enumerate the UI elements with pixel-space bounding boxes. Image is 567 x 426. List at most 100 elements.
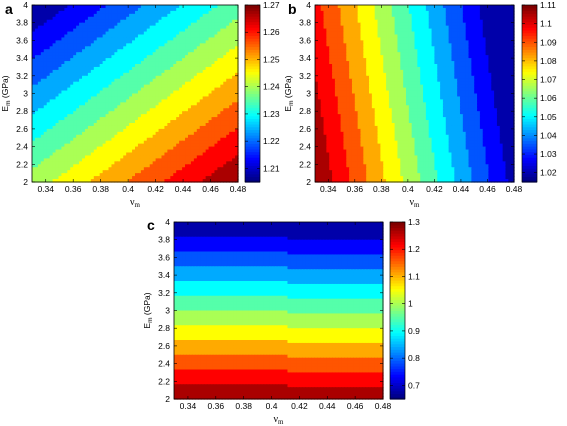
contour-cell bbox=[93, 5, 98, 9]
contour-cell bbox=[223, 81, 227, 86]
contour-cell bbox=[105, 128, 110, 133]
contour-cell bbox=[176, 84, 180, 89]
contour-cell bbox=[374, 22, 379, 27]
contour-cell bbox=[140, 7, 145, 12]
contour-cell bbox=[315, 7, 319, 12]
contour-cell bbox=[199, 13, 204, 18]
contour-cell bbox=[173, 125, 177, 130]
contour-cell bbox=[149, 66, 154, 71]
contour-cell bbox=[120, 25, 124, 30]
contour-cell bbox=[226, 31, 230, 36]
contour-cell bbox=[149, 69, 154, 74]
contour-cell bbox=[52, 128, 57, 133]
contour-cell bbox=[343, 16, 347, 21]
contour-cell bbox=[61, 164, 65, 168]
contour-cell bbox=[43, 173, 48, 177]
contour-cell bbox=[182, 146, 186, 151]
contour-cell bbox=[179, 90, 183, 95]
contour-cell bbox=[132, 5, 136, 9]
contour-cell bbox=[49, 40, 54, 44]
contour-cell bbox=[96, 164, 101, 168]
contour-cell bbox=[129, 152, 133, 157]
contour-cell bbox=[79, 61, 83, 65]
contour-cell bbox=[185, 140, 189, 145]
contour-cell bbox=[117, 46, 121, 50]
contour-cell bbox=[143, 69, 148, 74]
contour-cell bbox=[143, 37, 148, 41]
contour-cell bbox=[58, 179, 63, 183]
contour-cell bbox=[158, 99, 163, 103]
contour-cell bbox=[40, 111, 45, 115]
contour-cell bbox=[232, 155, 236, 159]
contour-cell bbox=[485, 10, 490, 15]
contour-cell bbox=[135, 105, 139, 109]
contour-cell bbox=[187, 99, 192, 103]
contour-cell bbox=[67, 19, 71, 24]
contour-cell bbox=[173, 61, 177, 65]
contour-cell bbox=[84, 128, 89, 133]
contour-cell bbox=[388, 22, 393, 27]
contour-cell bbox=[90, 137, 95, 142]
contour-cell bbox=[383, 25, 387, 30]
contour-cell bbox=[196, 34, 201, 39]
contour-cell bbox=[320, 7, 325, 12]
contour-cell bbox=[108, 111, 113, 115]
contour-cell bbox=[79, 58, 83, 62]
contour-cell bbox=[137, 149, 142, 154]
contour-cell bbox=[454, 7, 458, 12]
contour-cell bbox=[202, 10, 207, 15]
contour-cell bbox=[67, 123, 71, 127]
contour-cell bbox=[55, 34, 60, 39]
contour-cell bbox=[173, 16, 177, 21]
colorbar-segment bbox=[245, 43, 260, 48]
contour-cell bbox=[202, 143, 207, 148]
contour-cell bbox=[46, 137, 51, 142]
contour-cell bbox=[99, 158, 104, 162]
contour-cell bbox=[199, 5, 204, 9]
contour-cell bbox=[32, 114, 36, 118]
contour-cell bbox=[193, 34, 198, 39]
contour-cell bbox=[208, 155, 213, 159]
contour-cell bbox=[158, 143, 163, 148]
contour-cell bbox=[143, 72, 148, 77]
contour-cell bbox=[108, 99, 113, 103]
contour-cell bbox=[226, 72, 230, 77]
contour-cell bbox=[317, 13, 322, 18]
contour-cell bbox=[132, 128, 136, 133]
contour-cell bbox=[214, 176, 218, 180]
contour-cell bbox=[123, 131, 127, 136]
contour-cell bbox=[108, 40, 113, 44]
contour-cell bbox=[49, 111, 54, 115]
contour-cell bbox=[217, 37, 221, 41]
contour-cell bbox=[117, 31, 121, 36]
contour-cell bbox=[167, 22, 171, 27]
contour-cell bbox=[152, 75, 157, 80]
contour-cell bbox=[170, 102, 174, 106]
contour-cell bbox=[220, 25, 224, 30]
contour-cell bbox=[79, 137, 83, 142]
contour-cell bbox=[102, 40, 107, 44]
contour-cell bbox=[323, 31, 327, 36]
contour-cell bbox=[205, 55, 210, 59]
contour-cell bbox=[380, 10, 384, 15]
contour-cell bbox=[114, 137, 118, 142]
contour-cell bbox=[149, 158, 154, 162]
contour-cell bbox=[120, 64, 124, 68]
contour-cell bbox=[87, 108, 92, 112]
contour-cell bbox=[223, 25, 227, 30]
contour-cell bbox=[111, 131, 115, 136]
contour-cell bbox=[43, 52, 48, 56]
contour-cell bbox=[123, 72, 127, 77]
contour-cell bbox=[211, 176, 216, 180]
contour-cell bbox=[357, 7, 362, 12]
contour-cell bbox=[137, 40, 142, 44]
contour-cell bbox=[220, 149, 224, 154]
contour-cell bbox=[337, 22, 342, 27]
contour-cell bbox=[211, 90, 216, 95]
contour-cell bbox=[129, 22, 133, 27]
contour-cell bbox=[214, 117, 218, 121]
contour-cell bbox=[126, 19, 130, 24]
contour-cell bbox=[37, 102, 42, 106]
contour-cell bbox=[468, 25, 472, 30]
contour-cell bbox=[208, 161, 213, 165]
